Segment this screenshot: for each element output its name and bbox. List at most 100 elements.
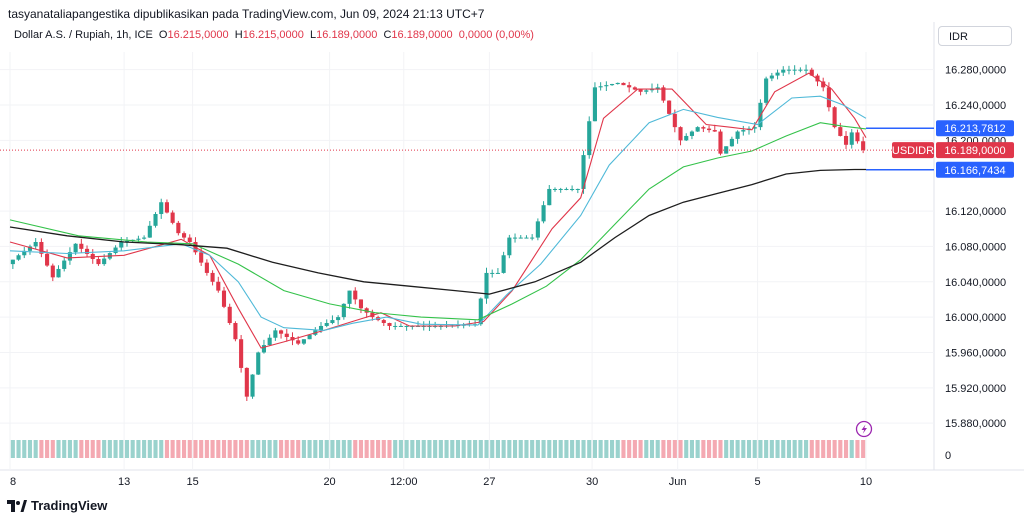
volume-bar: [210, 440, 215, 458]
symbol-tag-label: USDIDR: [892, 145, 934, 157]
y-tick-label: 15.960,0000: [945, 347, 1006, 359]
open-label: O: [158, 29, 168, 41]
volume-bar: [398, 440, 403, 458]
tradingview-brand[interactable]: TradingView: [7, 498, 107, 513]
candle-body: [124, 240, 130, 242]
candle-body: [387, 323, 392, 326]
volume-bar: [769, 440, 774, 458]
candle-body: [490, 272, 495, 274]
volume-bar: [438, 440, 443, 458]
volume-bar: [610, 440, 615, 458]
volume-bar: [484, 440, 489, 458]
candle-body: [764, 78, 769, 103]
volume-bar: [581, 440, 586, 458]
volume-bar: [124, 440, 130, 458]
candle-body: [689, 131, 694, 136]
volume-bar: [27, 440, 33, 458]
volume-bar: [170, 440, 175, 458]
candle-body: [330, 320, 335, 324]
volume-bar: [113, 440, 118, 458]
volume-bar: [56, 440, 61, 458]
volume-bar: [804, 440, 809, 458]
volume-bar: [336, 440, 341, 458]
volume-bar: [153, 440, 158, 458]
candle-body: [113, 247, 118, 254]
volume-bar: [627, 440, 632, 458]
candle-body: [547, 188, 552, 206]
volume-bar: [821, 440, 826, 458]
volume-bar: [758, 440, 763, 458]
y-tick-label: 16.240,0000: [945, 100, 1006, 112]
candle-body: [153, 214, 158, 226]
volume-bar: [239, 440, 244, 458]
candle-body: [364, 308, 369, 313]
grid: [0, 22, 1024, 471]
volume-bar: [433, 440, 438, 458]
volume-bar: [301, 440, 306, 458]
candle-body: [221, 290, 227, 307]
volume-bar: [490, 440, 495, 458]
volume-bar: [376, 440, 381, 458]
candle-body: [244, 367, 249, 397]
candle-body: [530, 237, 535, 239]
candle-body: [102, 258, 107, 265]
candle-body: [861, 141, 866, 151]
candle-body: [495, 272, 500, 274]
y-tick-label: 15.880,0000: [945, 418, 1006, 430]
volume-bar: [512, 440, 518, 458]
volume-bar: [199, 440, 204, 458]
volume-bar: [689, 440, 694, 458]
volume-bar: [501, 440, 506, 458]
candle-body: [592, 87, 597, 122]
volume-bar: [233, 440, 238, 458]
candle-body: [119, 242, 124, 248]
volume-bar: [524, 440, 529, 458]
candle-body: [615, 82, 620, 85]
candle-body: [621, 82, 626, 86]
volume-bar: [33, 440, 38, 458]
volume-bar: [130, 440, 135, 458]
volume-bar: [307, 440, 312, 458]
volume-bar: [667, 440, 672, 458]
candle-body: [707, 128, 712, 131]
candle-body: [610, 84, 615, 86]
volume-bar: [353, 440, 358, 458]
lightning-icon[interactable]: [855, 420, 873, 438]
volume-bar: [604, 440, 609, 458]
volume-bar: [387, 440, 392, 458]
candle-body: [307, 334, 312, 340]
volume-bar: [826, 440, 831, 458]
close-value: 16.189,0000: [391, 29, 453, 41]
y-tick-label: 16.280,0000: [945, 65, 1006, 77]
candle-body: [678, 127, 683, 141]
currency-button[interactable]: IDR: [938, 26, 1012, 46]
candle-body: [27, 246, 33, 251]
volume-bar: [450, 440, 455, 458]
candle-body: [147, 225, 152, 238]
volume-bar: [96, 440, 101, 458]
volume-bar: [638, 440, 643, 458]
volume-bar: [193, 440, 198, 458]
volume-bar: [410, 440, 415, 458]
volume-bar: [752, 440, 757, 458]
candle-body: [507, 237, 512, 256]
volume-bar: [10, 440, 15, 458]
volume-bar: [615, 440, 620, 458]
candle-body: [50, 265, 55, 278]
volume-bar: [216, 440, 221, 458]
candle-body: [318, 325, 324, 331]
volume-bar: [136, 440, 141, 458]
volume-bar: [764, 440, 769, 458]
volume-bar: [661, 440, 666, 458]
x-tick-label: 27: [483, 476, 495, 488]
ma_long-line: [9, 168, 866, 295]
candle-body: [199, 252, 204, 263]
volume-axis-label: 0: [945, 450, 951, 462]
candle-body: [564, 188, 569, 190]
volume-bar: [102, 440, 107, 458]
symbol-name: Dollar A.S. / Rupiah, 1h, ICE: [14, 29, 153, 41]
high-label: H: [234, 29, 243, 41]
volume-bar: [575, 440, 580, 458]
volume-bar: [558, 440, 563, 458]
